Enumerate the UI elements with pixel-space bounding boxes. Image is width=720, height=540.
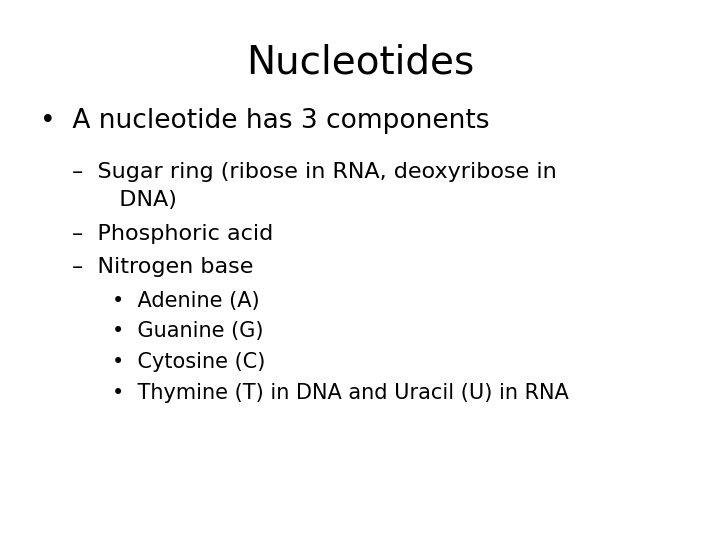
- Text: –  Sugar ring (ribose in RNA, deoxyribose in: – Sugar ring (ribose in RNA, deoxyribose…: [72, 162, 557, 182]
- Text: –  Nitrogen base: – Nitrogen base: [72, 257, 253, 277]
- Text: •  Cytosine (C): • Cytosine (C): [112, 352, 265, 372]
- Text: •  Guanine (G): • Guanine (G): [112, 321, 263, 341]
- Text: DNA): DNA): [98, 190, 177, 210]
- Text: •  A nucleotide has 3 components: • A nucleotide has 3 components: [40, 108, 489, 134]
- Text: •  Thymine (T) in DNA and Uracil (U) in RNA: • Thymine (T) in DNA and Uracil (U) in R…: [112, 383, 568, 403]
- Text: –  Phosphoric acid: – Phosphoric acid: [72, 224, 274, 244]
- Text: •  Adenine (A): • Adenine (A): [112, 291, 259, 310]
- Text: Nucleotides: Nucleotides: [246, 43, 474, 81]
